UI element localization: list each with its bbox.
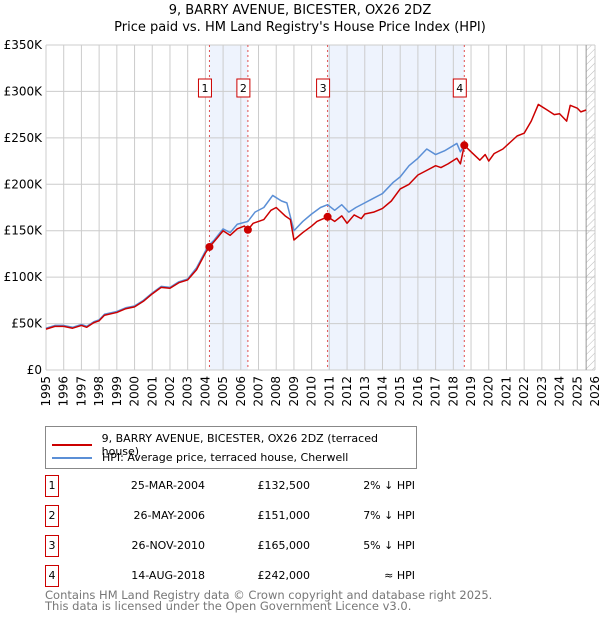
y-tick-label: £300K (4, 84, 44, 98)
x-tick-label: 2008 (269, 376, 283, 407)
x-tick-label: 2013 (358, 376, 372, 407)
hpi-line (45, 142, 465, 329)
sale-marker-label: 3 (320, 82, 327, 95)
x-tick-label: 2014 (375, 376, 389, 407)
legend-item-hpi: HPI: Average price, terraced house, Cher… (52, 451, 348, 464)
transaction-row: 3 26-NOV-2010 £165,000 5% ↓ HPI (45, 535, 465, 557)
sale-marker-label: 2 (240, 82, 247, 95)
y-tick-label: £100K (4, 270, 44, 284)
x-tick-label: 2009 (287, 376, 301, 407)
sale-price: £165,000 (257, 539, 311, 552)
hpi-comparison: 2% ↓ HPI (363, 479, 415, 492)
blue-line-swatch (52, 456, 92, 459)
legend-label: HPI: Average price, terraced house, Cher… (102, 451, 349, 464)
sale-marker-box (316, 78, 331, 98)
price-chart: 1995 1996 1997 1998 1999 2000 2001 2002 2003 2004… (4, 38, 600, 407)
x-tick-label: 2000 (128, 376, 142, 407)
x-tick-label: 1996 (57, 376, 71, 407)
sale-marker-box (236, 78, 251, 98)
x-tick-label: 2003 (181, 376, 195, 407)
legend: 9, BARRY AVENUE, BICESTER, OX26 2DZ (ter… (45, 426, 417, 469)
y-tick-label: £250K (4, 131, 44, 145)
ownership-shade (327, 45, 465, 370)
x-tick-label: 2019 (464, 376, 478, 407)
chart-title: 9, BARRY AVENUE, BICESTER, OX26 2DZ (168, 3, 432, 18)
sale-point (243, 225, 252, 234)
hpi-comparison: 5% ↓ HPI (363, 539, 415, 552)
x-tick-label: 2015 (393, 376, 407, 407)
x-tick-label: 1998 (92, 376, 106, 407)
future-hatch (586, 45, 595, 370)
footer: Contains HM Land Registry data © Crown c… (45, 588, 493, 613)
footer-line: Contains HM Land Registry data © Crown c… (45, 588, 493, 602)
x-tick-label: 2021 (499, 376, 513, 407)
x-tick-label: 2022 (517, 376, 531, 407)
y-tick-label: £200K (4, 177, 44, 191)
y-tick-label: £150K (4, 224, 44, 238)
x-tick-label: 1997 (74, 376, 88, 407)
sale-point (460, 141, 469, 150)
sale-price: £132,500 (257, 479, 311, 492)
sale-date: 26-NOV-2010 (131, 539, 205, 552)
transaction-row: 4 14-AUG-2018 £242,000 ≈ HPI (45, 565, 465, 587)
footer-line: This data is licensed under the Open Gov… (45, 599, 412, 613)
sale-price: £151,000 (257, 509, 311, 522)
legend-label: 9, BARRY AVENUE, BICESTER, OX26 2DZ (ter… (101, 432, 378, 458)
x-tick-label: 1995 (39, 376, 53, 407)
sale-marker-label: 1 (201, 82, 208, 95)
y-tick-label: £50K (11, 317, 43, 331)
y-tick-label: £350K (4, 38, 44, 52)
x-tick-label: 2023 (535, 376, 549, 407)
chart-subtitle: Price paid vs. HM Land Registry's House … (114, 20, 486, 35)
ownership-shade (209, 45, 248, 370)
x-tick-label: 2005 (216, 376, 230, 407)
red-line-swatch (52, 444, 92, 446)
x-tick-label: 2006 (234, 376, 248, 407)
x-tick-label: 2025 (570, 376, 584, 407)
x-tick-label: 2017 (429, 376, 443, 407)
x-tick-label: 2007 (252, 376, 266, 407)
sale-marker-box (452, 78, 467, 98)
sale-marker-box (197, 78, 212, 98)
x-tick-label: 2011 (322, 376, 336, 407)
marker-box: 1 (45, 475, 59, 497)
sale-date: 14-AUG-2018 (131, 569, 205, 582)
marker-box: 2 (45, 505, 59, 527)
x-tick-label: 2018 (446, 376, 460, 407)
x-tick-label: 1999 (110, 376, 124, 407)
hpi-comparison: ≈ HPI (384, 569, 415, 582)
sale-date: 26-MAY-2006 (133, 509, 205, 522)
marker-box: 3 (45, 535, 59, 557)
sale-marker-label: 4 (456, 82, 463, 95)
transaction-row: 1 25-MAR-2004 £132,500 2% ↓ HPI (45, 475, 465, 497)
x-tick-label: 2020 (482, 376, 496, 407)
x-tick-label: 2010 (305, 376, 319, 407)
x-tick-label: 2001 (145, 376, 159, 407)
y-tick-label: £0 (27, 363, 42, 377)
x-tick-label: 2002 (163, 376, 177, 407)
hpi-comparison: 7% ↓ HPI (363, 509, 415, 522)
x-tick-label: 2026 (588, 376, 600, 407)
legend-item-property: 9, BARRY AVENUE, BICESTER, OX26 2DZ (ter… (52, 432, 416, 458)
marker-box: 4 (45, 565, 59, 587)
sale-point (205, 242, 214, 251)
transaction-row: 2 26-MAY-2006 £151,000 7% ↓ HPI (45, 505, 465, 527)
sale-price: £242,000 (257, 569, 311, 582)
x-tick-label: 2016 (411, 376, 425, 407)
x-tick-label: 2024 (553, 376, 567, 407)
sale-date: 25-MAR-2004 (130, 479, 205, 492)
x-tick-label: 2004 (198, 376, 212, 407)
sale-point (323, 212, 332, 221)
x-tick-label: 2012 (340, 376, 354, 407)
